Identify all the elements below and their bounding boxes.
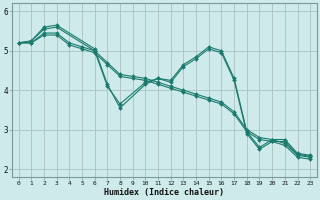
X-axis label: Humidex (Indice chaleur): Humidex (Indice chaleur) <box>104 188 224 197</box>
